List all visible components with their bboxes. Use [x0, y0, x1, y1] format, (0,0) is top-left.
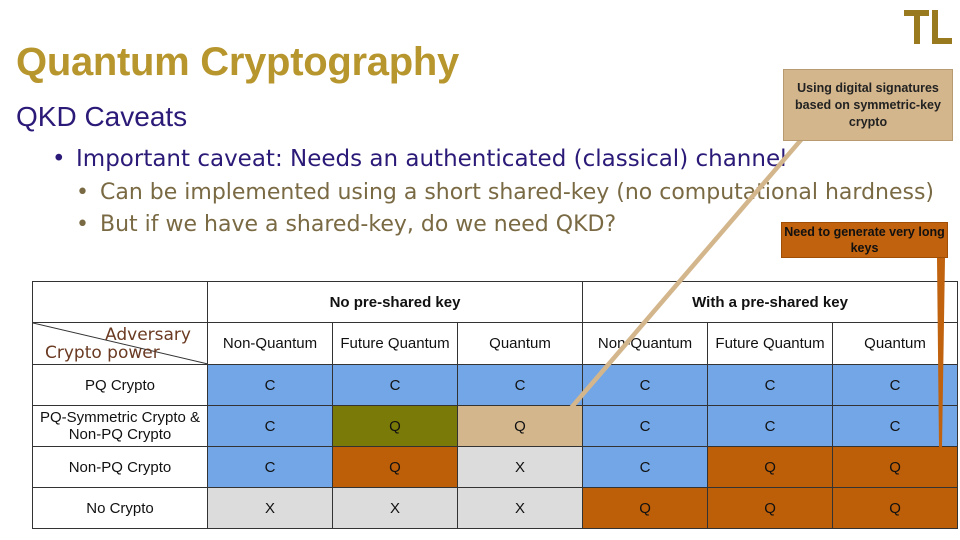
bullet-text: Important caveat: Needs an authenticated… [76, 146, 787, 172]
callout-signatures: Using digital signatures based on symmet… [783, 69, 953, 141]
group-header-no-key: No pre-shared key [206, 281, 584, 323]
table-row: PQ Crypto C C C C C C [32, 364, 959, 406]
bullet-dot-icon: • [52, 146, 66, 172]
qkd-table: No pre-shared key With a pre-shared key … [32, 281, 959, 529]
bullet-text: But if we have a shared-key, do we need … [100, 212, 617, 237]
table-column-header-row: Adversary Crypto power Non-Quantum Futur… [32, 322, 959, 365]
column-header: Non-Quantum [582, 322, 709, 365]
table-cell: Q [707, 446, 834, 488]
table-cell: Q [707, 487, 834, 529]
table-cell: Q [832, 446, 959, 488]
table-cell: Q [456, 405, 584, 447]
table-cell: C [707, 364, 834, 406]
column-header: Future Quantum [707, 322, 834, 365]
group-header-with-key: With a pre-shared key [582, 281, 959, 323]
corner-diagonal-cell: Adversary Crypto power [32, 322, 208, 365]
table-cell: Q [332, 405, 458, 447]
tl-logo-icon [904, 10, 952, 44]
table-cell: C [582, 446, 709, 488]
table-cell: X [207, 487, 333, 529]
table-row: PQ-Symmetric Crypto & Non-PQ Crypto C Q … [32, 405, 959, 447]
bullet-main: • Important caveat: Needs an authenticate… [52, 146, 787, 172]
bullet-sub: • But if we have a shared-key, do we need… [76, 212, 616, 237]
corner-label-adversary: Adversary [105, 325, 191, 345]
table-cell: C [582, 405, 709, 447]
row-label: No Crypto [32, 487, 208, 529]
bullet-text: Can be implemented using a short shared-… [100, 180, 935, 205]
table-cell: C [332, 364, 458, 406]
table-cell: C [832, 364, 959, 406]
row-label: Non-PQ Crypto [32, 446, 208, 488]
slide-title: Quantum Cryptography [16, 40, 459, 84]
row-label: PQ-Symmetric Crypto & Non-PQ Crypto [32, 405, 208, 447]
table-cell: Q [332, 446, 458, 488]
table-cell: C [456, 364, 584, 406]
column-header: Non-Quantum [207, 322, 333, 365]
bullet-dot-icon: • [76, 212, 89, 237]
table-cell: X [456, 487, 584, 529]
table-cell: Q [832, 487, 959, 529]
table-cell: X [332, 487, 458, 529]
bullet-dot-icon: • [76, 180, 89, 205]
table-cell: C [207, 405, 333, 447]
corner-blank [32, 281, 208, 323]
table-row: No Crypto X X X Q Q Q [32, 487, 959, 529]
table-cell: X [456, 446, 584, 488]
column-header: Quantum [456, 322, 584, 365]
column-header: Future Quantum [332, 322, 458, 365]
table-cell: C [207, 364, 333, 406]
table-cell: Q [582, 487, 709, 529]
table-cell: C [832, 405, 959, 447]
table-cell: C [207, 446, 333, 488]
diagonal-line [33, 323, 207, 364]
table-row: Non-PQ Crypto C Q X C Q Q [32, 446, 959, 488]
row-label: PQ Crypto [32, 364, 208, 406]
table-cell: C [582, 364, 709, 406]
table-group-header-row: No pre-shared key With a pre-shared key [32, 281, 959, 323]
column-header: Quantum [832, 322, 959, 365]
slide-subtitle: QKD Caveats [16, 101, 188, 132]
callout-long-keys: Need to generate very long keys [781, 222, 948, 258]
bullet-sub: • Can be implemented using a short shared… [76, 180, 934, 205]
corner-label-crypto-power: Crypto power [45, 343, 160, 363]
table-cell: C [707, 405, 834, 447]
